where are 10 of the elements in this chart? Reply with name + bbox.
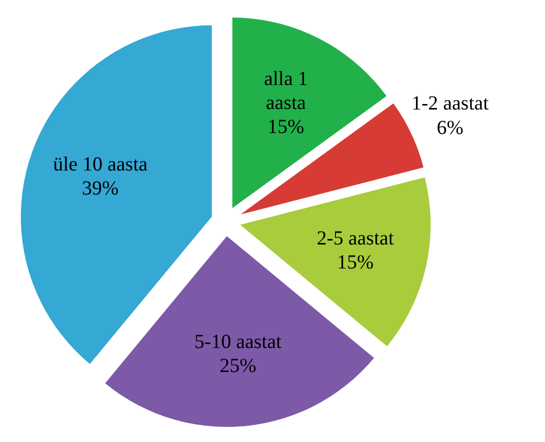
data-label: 39% — [82, 178, 119, 200]
data-label: 15% — [337, 252, 374, 274]
data-label: 6% — [436, 116, 464, 139]
slice-label: alla 1 aasta — [264, 68, 308, 114]
data-label: 15% — [268, 116, 304, 138]
slice-label: 5-10 aastat — [194, 330, 282, 353]
slice-label: 1-2 aastat — [412, 92, 490, 115]
data-label: 25% — [220, 355, 256, 378]
slice-label: 2-5 aastat — [316, 227, 394, 250]
slice-label: üle 10 aasta — [53, 153, 148, 176]
